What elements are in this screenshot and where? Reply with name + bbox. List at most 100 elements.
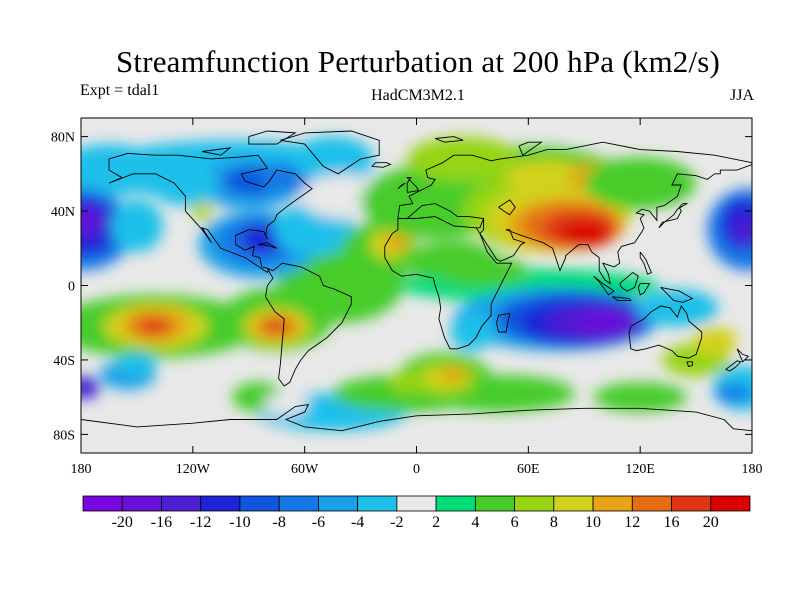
colorbar-swatch xyxy=(396,495,437,512)
coastline xyxy=(384,227,513,350)
colorbar-swatch xyxy=(474,495,515,512)
y-tick-label: 40S xyxy=(53,354,75,369)
coastline xyxy=(371,162,392,168)
y-tick-label: 0 xyxy=(68,280,75,295)
coastline xyxy=(406,177,420,193)
colorbar-label: -6 xyxy=(312,514,325,531)
contour-region xyxy=(714,384,752,403)
contour-region xyxy=(692,326,738,357)
x-tick-label: 180 xyxy=(71,462,92,477)
contour-region xyxy=(733,214,752,245)
x-tick-label: 60E xyxy=(517,462,540,477)
coastline xyxy=(736,348,750,363)
contour-region xyxy=(110,199,164,252)
experiment-label: Expt = tdal1 xyxy=(80,82,160,99)
colorbar-swatch xyxy=(121,495,162,512)
coastline xyxy=(265,262,352,387)
colorbar-label: -8 xyxy=(273,514,286,531)
colorbar-label: 12 xyxy=(624,514,640,531)
contour-region xyxy=(140,319,171,334)
coastline xyxy=(81,404,752,432)
colorbar-swatch xyxy=(357,495,398,512)
contour-region xyxy=(435,255,529,286)
page-title: Streamfunction Perturbation at 200 hPa (… xyxy=(115,44,721,79)
contour-region xyxy=(407,136,520,182)
y-tick-label: 40N xyxy=(51,205,75,220)
coastline xyxy=(248,130,297,145)
coastline xyxy=(628,305,703,359)
contour-region xyxy=(505,158,588,197)
coastline xyxy=(479,164,752,285)
colorbar-label: 2 xyxy=(432,514,440,531)
coastline xyxy=(658,203,689,229)
colorbar-swatch xyxy=(514,495,555,512)
contour-region xyxy=(263,393,309,416)
colorbar-label: 20 xyxy=(703,514,719,531)
colorbar-label: 8 xyxy=(550,514,558,531)
contour-region xyxy=(81,144,162,197)
coastline xyxy=(108,152,313,274)
coastline xyxy=(397,203,485,229)
y-tick-label: 80S xyxy=(53,428,75,443)
colorbar-label: -10 xyxy=(229,514,250,531)
colorbar-label: -2 xyxy=(390,514,403,531)
season-label: JJA xyxy=(729,87,754,104)
coastline xyxy=(660,286,694,303)
colorbar-label: -4 xyxy=(351,514,364,531)
model-label: HadCM3M2.1 xyxy=(371,87,465,104)
coastline xyxy=(611,296,632,301)
colorbar-swatch xyxy=(161,495,202,512)
colorbar-label: -12 xyxy=(190,514,211,531)
colorbar-swatch xyxy=(82,495,123,512)
coastline xyxy=(397,182,406,190)
colorbar-swatch xyxy=(710,495,751,512)
colorbar-label: 10 xyxy=(585,514,601,531)
colorbar-swatch xyxy=(592,495,633,512)
x-tick-label: 120E xyxy=(625,462,655,477)
coastline xyxy=(637,283,651,296)
coastline xyxy=(725,360,742,372)
x-tick-label: 180 xyxy=(742,462,763,477)
contour-region xyxy=(118,352,156,375)
y-tick-label: 80N xyxy=(51,131,75,146)
colorbar-swatch xyxy=(318,495,359,512)
x-tick-label: 0 xyxy=(413,462,420,477)
coastline xyxy=(498,199,516,216)
coastline xyxy=(397,141,752,219)
x-tick-label: 120W xyxy=(176,462,211,477)
colorbar-swatch xyxy=(553,495,594,512)
contour-region xyxy=(573,311,633,334)
coastline xyxy=(639,251,652,275)
colorbar-swatch xyxy=(671,495,712,512)
contour-region xyxy=(81,211,96,230)
colorbar-swatch xyxy=(200,495,241,512)
contour-region xyxy=(388,371,426,394)
contour-region xyxy=(291,136,374,182)
coastline xyxy=(280,130,380,175)
contour-region xyxy=(636,289,719,327)
colorbar-swatch xyxy=(278,495,319,512)
colorbar-label: -20 xyxy=(112,514,133,531)
colorbar-label: 6 xyxy=(511,514,519,531)
x-tick-label: 60W xyxy=(291,462,319,477)
contour-region xyxy=(593,382,687,413)
coastline xyxy=(384,218,399,258)
coastline xyxy=(496,312,511,333)
colorbar-swatch xyxy=(631,495,672,512)
contour-region xyxy=(81,380,98,396)
colorbar-swatch xyxy=(435,495,476,512)
contour-region xyxy=(584,157,697,210)
contour-region xyxy=(560,222,609,245)
contour-region xyxy=(438,367,469,383)
contour-region xyxy=(450,313,495,351)
coastline xyxy=(518,141,543,156)
coastline xyxy=(434,136,464,143)
coastline xyxy=(686,361,693,368)
coastline xyxy=(593,275,615,296)
colorbar-swatch xyxy=(239,495,280,512)
colorbar-label: -16 xyxy=(151,514,172,531)
colorbar-label: 16 xyxy=(664,514,680,531)
colorbar-label: 4 xyxy=(471,514,479,531)
coastline xyxy=(202,147,232,156)
